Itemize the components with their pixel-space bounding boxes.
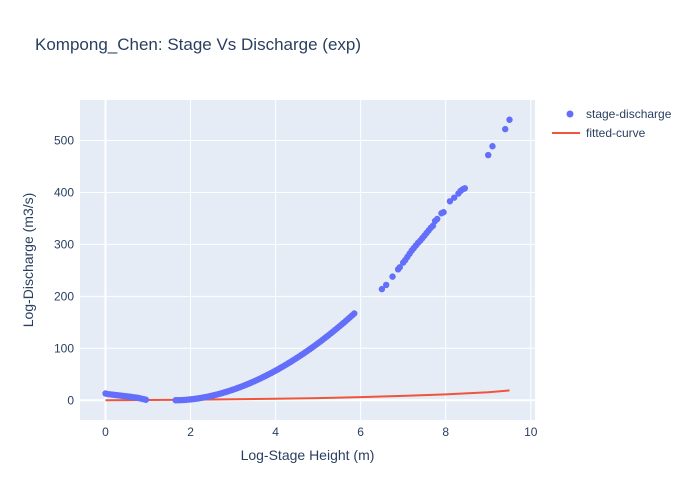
data-point[interactable]: [485, 151, 492, 159]
x-tick-label: 10: [524, 425, 538, 439]
y-axis-ticks: 0 100 200 300 400 500: [54, 134, 74, 408]
y-tick-label: 0: [67, 393, 74, 407]
data-point[interactable]: [451, 194, 458, 201]
x-tick-label: 4: [272, 425, 279, 439]
data-point[interactable]: [142, 396, 150, 403]
legend-label-stage-discharge[interactable]: stage-discharge: [586, 107, 672, 121]
data-point[interactable]: [378, 285, 386, 293]
data-point[interactable]: [351, 310, 358, 317]
data-point[interactable]: [396, 264, 403, 271]
y-tick-label: 500: [54, 134, 74, 148]
x-tick-label: 6: [357, 425, 364, 439]
x-axis-label: Log-Stage Height (m): [241, 447, 375, 463]
data-point[interactable]: [389, 273, 396, 280]
data-point[interactable]: [489, 143, 496, 150]
y-axis-label: Log-Discharge (m3/s): [20, 193, 36, 328]
y-tick-label: 300: [54, 237, 74, 251]
legend: stage-discharge fitted-curve: [552, 107, 672, 140]
grid-lines: [80, 100, 535, 420]
legend-marker-stage-discharge[interactable]: [566, 110, 574, 118]
y-tick-label: 400: [54, 185, 74, 199]
data-point[interactable]: [506, 116, 513, 123]
data-point[interactable]: [446, 198, 454, 205]
data-point[interactable]: [502, 125, 509, 133]
legend-label-fitted-curve[interactable]: fitted-curve: [586, 126, 646, 140]
data-point[interactable]: [440, 209, 447, 216]
plot-area: [80, 100, 535, 420]
data-point[interactable]: [382, 281, 390, 289]
x-axis-ticks: 0 2 4 6 8 10: [102, 425, 538, 439]
y-tick-label: 200: [54, 289, 74, 303]
chart-title: Kompong_Chen: Stage Vs Discharge (exp): [35, 35, 361, 54]
y-tick-label: 100: [54, 341, 74, 355]
data-point[interactable]: [433, 215, 441, 223]
data-point[interactable]: [461, 185, 469, 192]
x-tick-label: 0: [102, 425, 109, 439]
x-tick-label: 2: [187, 425, 194, 439]
points-layer: [102, 116, 513, 404]
x-tick-label: 8: [442, 425, 449, 439]
